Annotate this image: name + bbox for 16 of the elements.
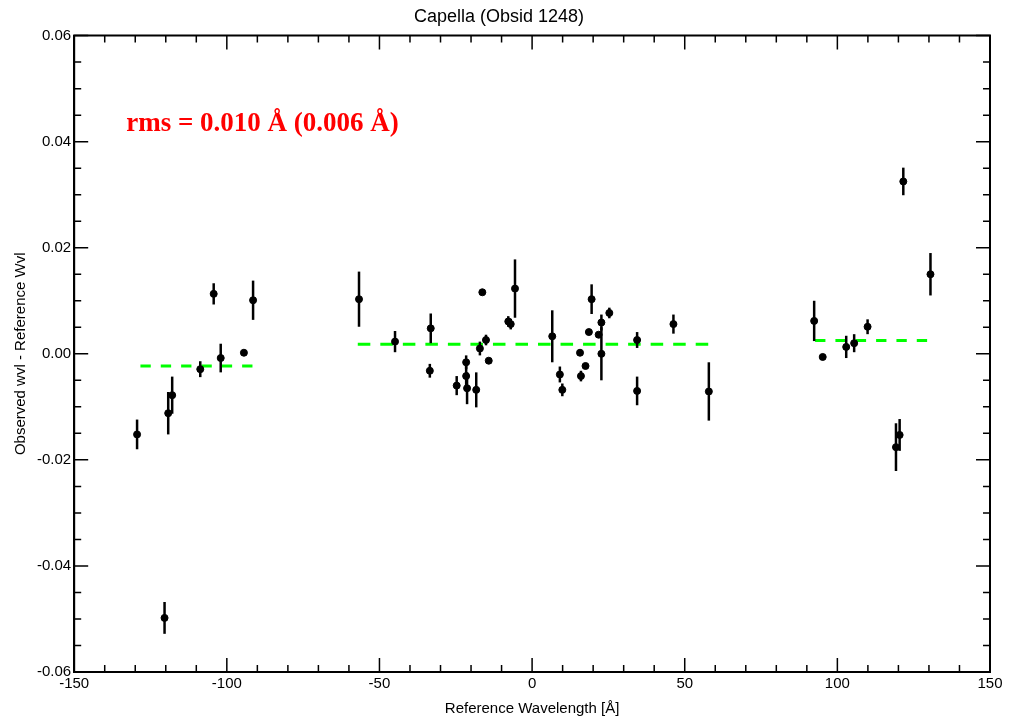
x-tick-label: 50	[676, 674, 694, 692]
x-tick-label: 0	[527, 674, 537, 692]
annotation: rms = 0.010 Å (0.006 Å)	[126, 106, 399, 137]
x-tick-label: 100	[824, 674, 850, 692]
x-tick-label: -50	[368, 674, 391, 692]
y-tick-label: 0.04	[41, 131, 72, 149]
chart-title: Capella (Obsid 1248)	[413, 5, 585, 26]
y-tick-label: 0.02	[41, 237, 72, 255]
y-tick-label: 0.00	[41, 343, 72, 361]
x-tick-label: -100	[211, 674, 242, 692]
y-tick-label: -0.04	[36, 556, 72, 574]
x-axis-title: Reference Wavelength [Å]	[444, 699, 620, 717]
y-tick-label: 0.06	[41, 25, 72, 43]
x-tick-label: 150	[977, 674, 1003, 692]
y-tick-label: -0.02	[36, 450, 72, 468]
y-axis-title: Observed wvl - Reference Wvl	[11, 252, 29, 456]
